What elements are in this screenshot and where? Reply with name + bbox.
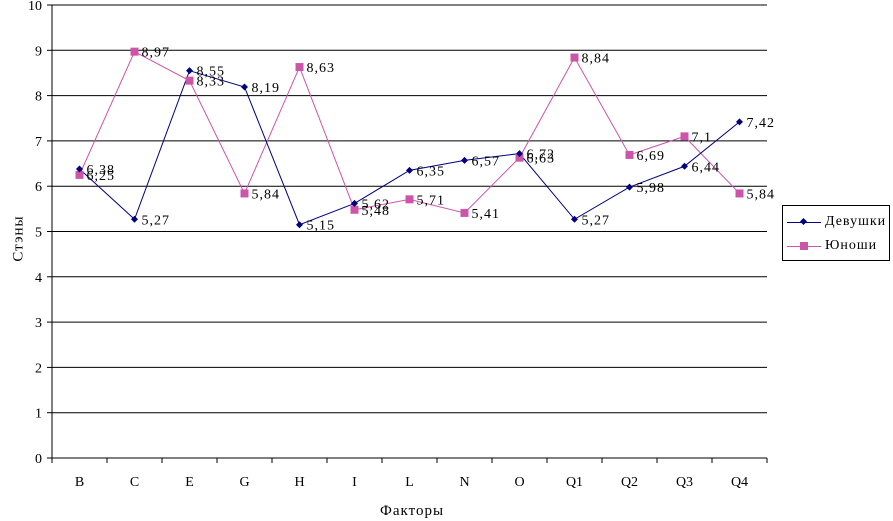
data-point	[625, 150, 634, 159]
data-label: 5,71	[417, 193, 446, 208]
legend-label-series-2: Юноши	[825, 238, 878, 253]
data-point	[571, 215, 578, 223]
x-tick-label: I	[352, 475, 357, 490]
legend-item-series-1: Девушки	[787, 212, 886, 232]
data-label: 6,57	[472, 154, 501, 169]
legend: Девушки Юноши	[782, 205, 890, 261]
data-label: 5,98	[637, 181, 666, 196]
legend-swatch-series-2	[787, 239, 821, 253]
y-axis-title: Стэны	[10, 215, 27, 262]
data-label: 5,62	[362, 197, 391, 212]
y-tick-label: 2	[35, 361, 42, 376]
data-point	[516, 150, 523, 158]
data-point	[735, 189, 744, 198]
y-tick-label: 6	[35, 180, 42, 195]
data-label: 5,84	[252, 187, 281, 202]
x-tick-label: Q3	[676, 475, 693, 490]
data-label: 5,84	[747, 187, 776, 202]
data-point	[241, 83, 248, 91]
y-tick-label: 7	[35, 135, 42, 150]
data-point	[185, 76, 194, 85]
data-point	[76, 165, 83, 173]
data-label: 8,97	[142, 46, 171, 61]
x-tick-label: Q2	[621, 475, 638, 490]
data-label: 8,63	[307, 61, 336, 76]
y-tick-label: 10	[28, 0, 42, 14]
x-tick-label: H	[294, 475, 304, 490]
data-label: 8,84	[582, 52, 611, 67]
y-tick-label: 3	[35, 316, 42, 331]
x-axis-title: Факторы	[380, 503, 445, 519]
data-point	[681, 162, 688, 170]
data-point	[351, 199, 358, 207]
data-label: 7,42	[747, 116, 776, 131]
legend-swatch-series-1	[787, 215, 821, 229]
y-tick-label: 4	[35, 271, 42, 286]
data-label: 6,35	[417, 164, 446, 179]
data-point	[295, 63, 304, 72]
data-point	[350, 205, 359, 214]
data-point	[405, 195, 414, 204]
y-tick-label: 9	[35, 44, 42, 59]
data-point	[736, 118, 743, 126]
y-tick-label: 0	[35, 452, 42, 467]
data-label: 5,27	[582, 213, 611, 228]
data-label: 6,38	[87, 163, 116, 178]
data-label: 6,44	[692, 160, 721, 175]
data-point	[186, 67, 193, 75]
data-point	[130, 47, 139, 56]
data-point	[626, 183, 633, 191]
data-label: 8,55	[197, 65, 226, 80]
legend-label-series-1: Девушки	[825, 214, 887, 229]
data-label: 7,1	[692, 130, 713, 145]
data-label: 5,48	[362, 204, 391, 219]
square-marker-icon	[800, 242, 808, 250]
data-point	[75, 170, 84, 179]
x-tick-label: G	[239, 475, 249, 490]
legend-item-series-2: Юноши	[787, 236, 877, 256]
data-point	[240, 189, 249, 198]
data-point	[680, 132, 689, 141]
y-tick-label: 5	[35, 226, 42, 241]
data-label: 6,63	[527, 152, 556, 167]
y-tick-label: 1	[35, 407, 42, 422]
data-point	[406, 166, 413, 174]
x-tick-label: L	[405, 475, 414, 490]
data-point	[131, 215, 138, 223]
y-tick-label: 8	[35, 90, 42, 105]
data-point	[460, 208, 469, 217]
data-point	[515, 153, 524, 162]
data-label: 6,72	[527, 148, 556, 163]
diamond-marker-icon	[799, 217, 808, 226]
x-tick-label: Q1	[566, 475, 583, 490]
data-label: 6,69	[637, 149, 666, 164]
data-label: 8,19	[252, 81, 281, 96]
data-label: 6,25	[87, 169, 116, 184]
data-point	[570, 53, 579, 62]
x-tick-label: C	[130, 475, 139, 490]
x-tick-label: N	[459, 475, 469, 490]
data-label: 5,15	[307, 219, 336, 234]
data-point	[461, 156, 468, 164]
x-tick-label: O	[514, 475, 524, 490]
data-point	[296, 221, 303, 229]
x-tick-label: B	[75, 475, 84, 490]
x-tick-label: E	[185, 475, 194, 490]
x-tick-label: Q4	[731, 475, 748, 490]
data-label: 8,33	[197, 75, 226, 90]
data-label: 5,27	[142, 213, 171, 228]
data-label: 5,41	[472, 207, 501, 222]
